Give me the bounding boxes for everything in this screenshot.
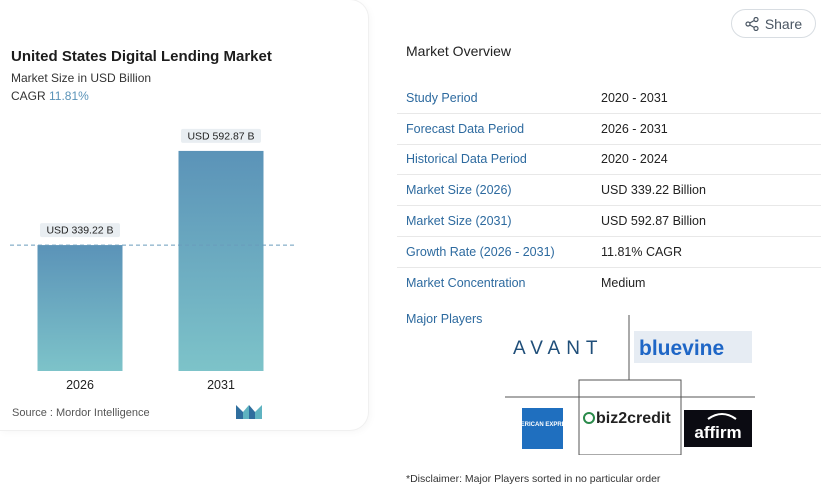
table-row: Study Period 2020 - 2031 [397, 83, 821, 114]
row-key: Market Size (2031) [406, 214, 512, 229]
biz2credit-text: biz2credit [596, 410, 671, 427]
table-row: Forecast Data Period 2026 - 2031 [397, 114, 821, 145]
data-label-bg [181, 128, 261, 143]
share-icon [745, 16, 759, 31]
row-key: Forecast Data Period [406, 121, 525, 136]
cagr-line: CAGR 11.81% [11, 89, 89, 103]
bar-2026 [37, 245, 123, 371]
avant-logo: AVANT [513, 338, 604, 359]
amex-text: AMERICAN EXPRESS [511, 422, 573, 428]
data-label-bg [40, 223, 120, 238]
x-tick-label: 2026 [66, 378, 94, 392]
row-value: 2026 - 2031 [601, 121, 668, 136]
major-players-title: Major Players [406, 312, 483, 326]
row-value: 2020 - 2031 [601, 90, 668, 105]
cagr-value: 11.81% [49, 89, 89, 103]
mordor-logo [236, 403, 262, 424]
x-tick-label: 2031 [207, 378, 235, 392]
row-key: Historical Data Period [406, 152, 527, 167]
affirm-logo: affirm [684, 410, 752, 447]
row-key: Study Period [406, 90, 478, 105]
data-label: USD 592.87 B [187, 130, 254, 142]
bar-chart: USD 339.22 B 2026 USD 592.87 B 2031 [10, 128, 294, 392]
biz2credit-logo: biz2credit [583, 410, 671, 427]
bluevine-text: bluevine [639, 337, 724, 360]
amex-logo: AMERICAN EXPRESS [511, 408, 574, 449]
chart-title: United States Digital Lending Market [11, 48, 272, 65]
cagr-label: CAGR [11, 89, 46, 103]
table-row: Market Size (2031) USD 592.87 Billion [397, 206, 821, 237]
bluevine-logo: bluevine [634, 331, 752, 363]
source-text: Source : Mordor Intelligence [12, 407, 150, 419]
row-key: Market Concentration [406, 276, 526, 291]
row-key: Growth Rate (2026 - 2031) [406, 244, 555, 259]
table-row: Historical Data Period 2020 - 2024 [397, 145, 821, 176]
table-row: Growth Rate (2026 - 2031) 11.81% CAGR [397, 237, 821, 268]
share-button[interactable]: Share [731, 9, 816, 38]
chart-card: United States Digital Lending Market Mar… [0, 0, 368, 430]
disclaimer-text: *Disclaimer: Major Players sorted in no … [406, 473, 661, 485]
table-row: Market Size (2026) USD 339.22 Billion [397, 175, 821, 207]
chart-subtitle: Market Size in USD Billion [11, 71, 152, 85]
major-players-logos: AVANT bluevine AMERICAN EXPRESS biz2cred… [505, 315, 755, 455]
row-value: 11.81% CAGR [601, 244, 683, 259]
market-overview-title: Market Overview [406, 43, 512, 59]
data-label: USD 339.22 B [46, 225, 113, 237]
avant-text: AVANT [513, 338, 604, 359]
share-label: Share [764, 15, 803, 32]
overview-table: Study Period 2020 - 2031 Forecast Data Pe… [397, 83, 821, 299]
table-row: Market Concentration Medium [397, 268, 821, 299]
affirm-text: affirm [694, 423, 741, 442]
row-value: USD 592.87 Billion [601, 214, 706, 229]
row-value: USD 339.22 Billion [601, 183, 706, 198]
bar-2031 [178, 150, 264, 371]
row-value: Medium [601, 276, 646, 291]
row-value: 2020 - 2024 [601, 152, 668, 167]
row-key: Market Size (2026) [406, 183, 512, 198]
